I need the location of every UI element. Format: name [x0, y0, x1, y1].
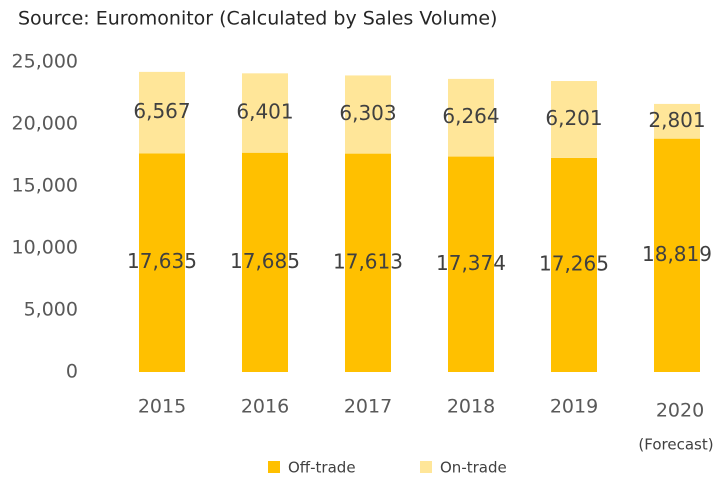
data-label: 17,374 [436, 251, 506, 275]
data-label: 17,635 [127, 249, 197, 273]
bar-segment [654, 103, 700, 139]
data-label: 6,303 [339, 101, 396, 125]
legend-swatch [268, 461, 280, 473]
bar-segment [242, 152, 288, 372]
bar-segment [242, 73, 288, 153]
y-tick-label: 15,000 [12, 175, 78, 197]
data-label: 6,201 [545, 106, 602, 130]
legend-label: On-trade [440, 459, 507, 477]
data-label: 17,265 [539, 251, 609, 275]
y-tick-label: 10,000 [12, 237, 78, 259]
y-tick-label: 5,000 [24, 299, 78, 321]
chart-title: Source: Euromonitor (Calculated by Sales… [18, 8, 497, 30]
x-tick-label: 2019 [550, 396, 598, 418]
bar-segment [551, 157, 597, 372]
y-tick-label: 25,000 [12, 51, 78, 73]
bar-segment [139, 153, 185, 372]
bar-segment [551, 81, 597, 158]
bar-segment [448, 156, 494, 372]
bar-segment [345, 75, 391, 154]
data-label: 6,264 [442, 104, 499, 128]
x-tick-label: 2016 [241, 396, 289, 418]
legend-swatch [420, 461, 432, 473]
bar-segment [345, 153, 391, 372]
data-label: 17,613 [333, 249, 403, 273]
data-label: 2,801 [648, 108, 705, 132]
data-label: 6,567 [133, 99, 190, 123]
data-label: 17,685 [230, 249, 300, 273]
x-tick-label: 2017 [344, 396, 392, 418]
y-tick-label: 20,000 [12, 113, 78, 135]
legend-label: Off-trade [288, 459, 356, 477]
x-tick-label: 2020 [656, 400, 704, 422]
data-label: 18,819 [642, 242, 712, 266]
data-label: 6,401 [236, 100, 293, 124]
x-tick-label: 2018 [447, 396, 495, 418]
x-tick-label: 2015 [138, 396, 186, 418]
bar-segment [448, 78, 494, 157]
bar-segment [139, 71, 185, 154]
annotation: (Forecast) [638, 436, 713, 454]
bar-segment [654, 138, 700, 372]
y-tick-label: 0 [66, 361, 78, 383]
